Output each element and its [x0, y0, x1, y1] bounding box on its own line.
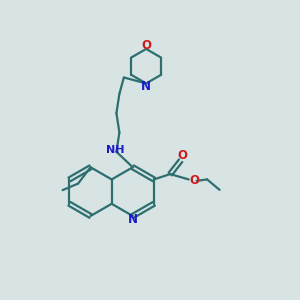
- Text: O: O: [177, 149, 187, 162]
- Text: N: N: [128, 213, 138, 226]
- Text: O: O: [189, 174, 199, 188]
- Text: N: N: [141, 80, 151, 94]
- Text: O: O: [141, 39, 151, 52]
- Text: NH: NH: [106, 145, 124, 155]
